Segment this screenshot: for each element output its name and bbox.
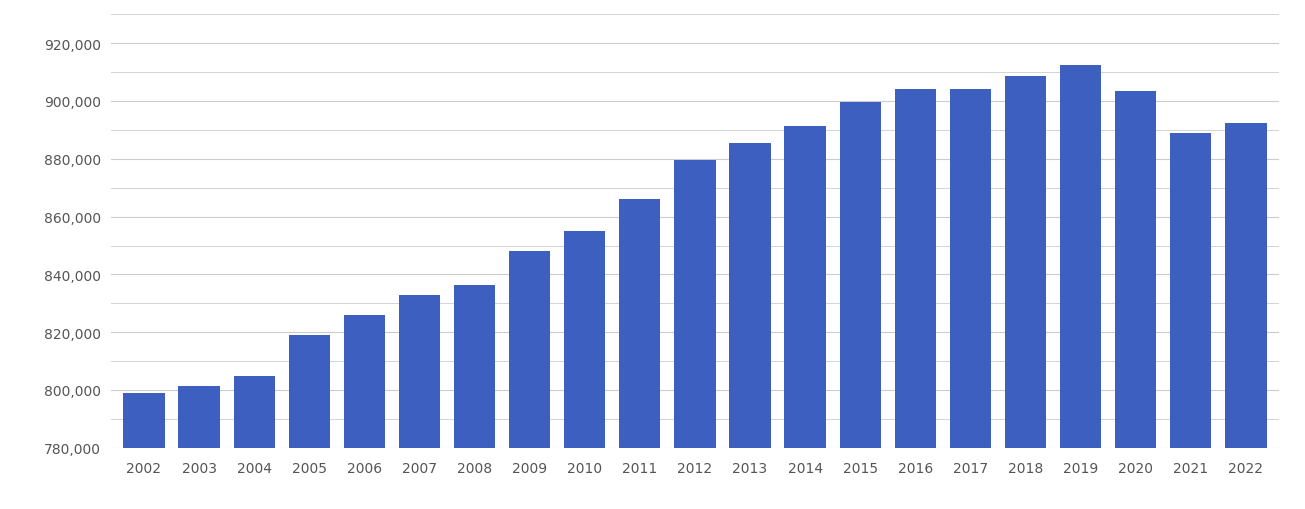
Bar [399, 295, 440, 509]
Bar [729, 144, 771, 509]
Bar [564, 232, 606, 509]
Bar [895, 90, 936, 509]
Bar [234, 376, 275, 509]
Bar [1114, 92, 1156, 509]
Bar [1225, 124, 1267, 509]
Bar [179, 386, 219, 509]
Bar [675, 161, 715, 509]
Bar [839, 103, 881, 509]
Bar [454, 285, 495, 509]
Bar [1060, 66, 1101, 509]
Bar [123, 393, 164, 509]
Bar [950, 90, 990, 509]
Bar [1005, 77, 1047, 509]
Bar [288, 335, 330, 509]
Bar [784, 126, 826, 509]
Bar [343, 315, 385, 509]
Bar [509, 252, 551, 509]
Bar [619, 200, 660, 509]
Bar [1171, 133, 1211, 509]
